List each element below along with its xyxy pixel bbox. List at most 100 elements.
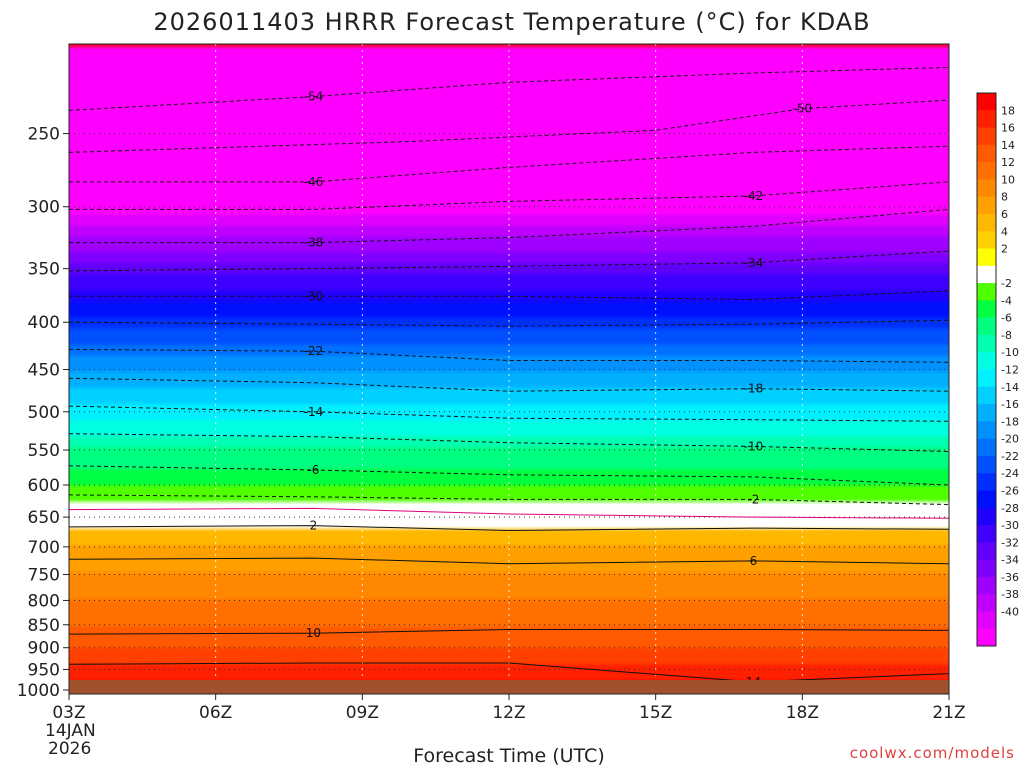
colorbar-swatch — [977, 404, 996, 422]
colorbar-swatch — [977, 455, 996, 474]
y-tick-label: 300 — [28, 198, 60, 218]
colorbar-label: -22 — [1001, 450, 1019, 463]
contour-line — [69, 465, 949, 486]
colorbar-swatch — [977, 490, 996, 509]
surface-ground — [69, 680, 949, 694]
y-tick-label: 850 — [28, 616, 60, 636]
contour-label: -34 — [744, 256, 764, 270]
contour-line — [69, 377, 949, 392]
contour-label: 10 — [306, 626, 321, 640]
plot-area: -54-50-46-42-38-34-30-22-18-14-10-6-2261… — [69, 44, 949, 694]
colorbar-swatch — [977, 473, 996, 491]
contour-line — [69, 145, 949, 183]
contour-label: 6 — [750, 554, 758, 568]
y-tick-label: 600 — [28, 476, 60, 496]
contour-label: -42 — [744, 189, 764, 203]
contour-label: -2 — [747, 492, 759, 506]
x-axis: 03Z 06Z 09Z 12Z 15Z 18Z 21Z — [52, 694, 966, 723]
colorbar-label: -14 — [1001, 381, 1019, 394]
credit-link[interactable]: coolwx.com/models — [850, 744, 1015, 762]
colorbar-label: 6 — [1001, 208, 1008, 221]
contour-line — [69, 319, 949, 327]
colorbar-label: 8 — [1001, 191, 1008, 204]
y-tick-label: 400 — [28, 313, 60, 333]
y-tick-label: 550 — [28, 441, 60, 461]
contour-line — [69, 99, 949, 153]
y-axis: 250 300 350 400 450 500 550 600 650 700 750 800 850 9… — [17, 125, 69, 701]
colorbar-border — [976, 92, 997, 647]
x-tick-label: 21Z — [932, 703, 965, 723]
contour-lines: -54-50-46-42-38-34-30-22-18-14-10-6-2261… — [69, 66, 949, 689]
contour-line — [69, 208, 949, 244]
colorbar-swatch — [977, 196, 996, 215]
colorbar-label: -26 — [1001, 484, 1019, 497]
contour-line — [69, 348, 949, 363]
colorbar-label: 18 — [1001, 104, 1015, 117]
colorbar-swatch — [977, 110, 996, 129]
contour-label: -54 — [304, 90, 324, 104]
chart-title: 2026011403 HRRR Forecast Temperature (°C… — [153, 8, 870, 36]
colorbar-swatch — [977, 127, 996, 146]
colorbar-label: -40 — [1001, 605, 1019, 618]
colorbar-swatch — [977, 265, 996, 284]
contour-label: -30 — [304, 289, 324, 303]
x-tick-label: 15Z — [639, 703, 672, 723]
x-tick-label: 12Z — [492, 703, 525, 723]
colorbar-swatch — [977, 93, 996, 111]
colorbar-swatch — [977, 594, 996, 612]
colorbar-swatch — [977, 179, 996, 198]
y-tick-label: 650 — [28, 508, 60, 528]
colorbar-swatch — [977, 300, 996, 319]
x-tick-label: 06Z — [199, 703, 232, 723]
contour-line — [69, 662, 949, 683]
colorbar-swatch — [977, 542, 996, 561]
contour-label: -38 — [304, 236, 324, 250]
x-axis-label: Forecast Time (UTC) — [413, 745, 604, 767]
colorbar-swatch — [977, 334, 996, 353]
colorbar-label: 12 — [1001, 156, 1015, 169]
contour-line — [69, 629, 949, 635]
contour-line — [69, 557, 949, 565]
colorbar-swatch — [977, 283, 996, 301]
contour-line — [69, 525, 949, 532]
colorbar-label: -2 — [1001, 277, 1012, 290]
colorbar-label: -30 — [1001, 519, 1019, 532]
contour-line — [69, 494, 949, 506]
contour-line — [69, 290, 949, 301]
contour-line — [69, 433, 949, 452]
colorbar-swatch — [977, 386, 996, 405]
x-tick-label: 18Z — [786, 703, 819, 723]
contour-line — [69, 405, 949, 422]
grid — [69, 44, 949, 694]
colorbar-label: -12 — [1001, 364, 1019, 377]
colorbar-swatch — [977, 248, 996, 267]
contour-line — [69, 181, 949, 210]
contour-label: -50 — [793, 102, 813, 116]
colorbar-swatch — [977, 611, 996, 630]
colorbar-label: -4 — [1001, 294, 1012, 307]
colorbar-label: -36 — [1001, 571, 1019, 584]
contour-label: -46 — [304, 175, 324, 189]
colorbar-swatch — [977, 438, 996, 457]
y-tick-label: 950 — [28, 660, 60, 680]
colorbar-label: -16 — [1001, 398, 1019, 411]
colorbar-swatch — [977, 231, 996, 250]
colorbar-label: -8 — [1001, 329, 1012, 342]
colorbar-label: 16 — [1001, 122, 1015, 135]
x-tick-label: 03Z — [52, 703, 85, 723]
y-tick-label: 750 — [28, 566, 60, 586]
y-tick-label: 700 — [28, 538, 60, 558]
colorbar-label: 4 — [1001, 225, 1008, 238]
colorbar-swatch — [977, 317, 996, 336]
y-tick-label: 450 — [28, 360, 60, 380]
colorbar-swatch — [977, 576, 996, 595]
colorbar-label: -6 — [1001, 312, 1012, 325]
colorbar-label: -32 — [1001, 536, 1019, 549]
contour-label: -6 — [307, 463, 319, 477]
x-date-line2: 2026 — [48, 739, 91, 759]
y-tick-label: 250 — [28, 125, 60, 145]
colorbar-swatch — [977, 144, 996, 163]
y-tick-label: 500 — [28, 403, 60, 423]
colorbar-label: -38 — [1001, 588, 1019, 601]
